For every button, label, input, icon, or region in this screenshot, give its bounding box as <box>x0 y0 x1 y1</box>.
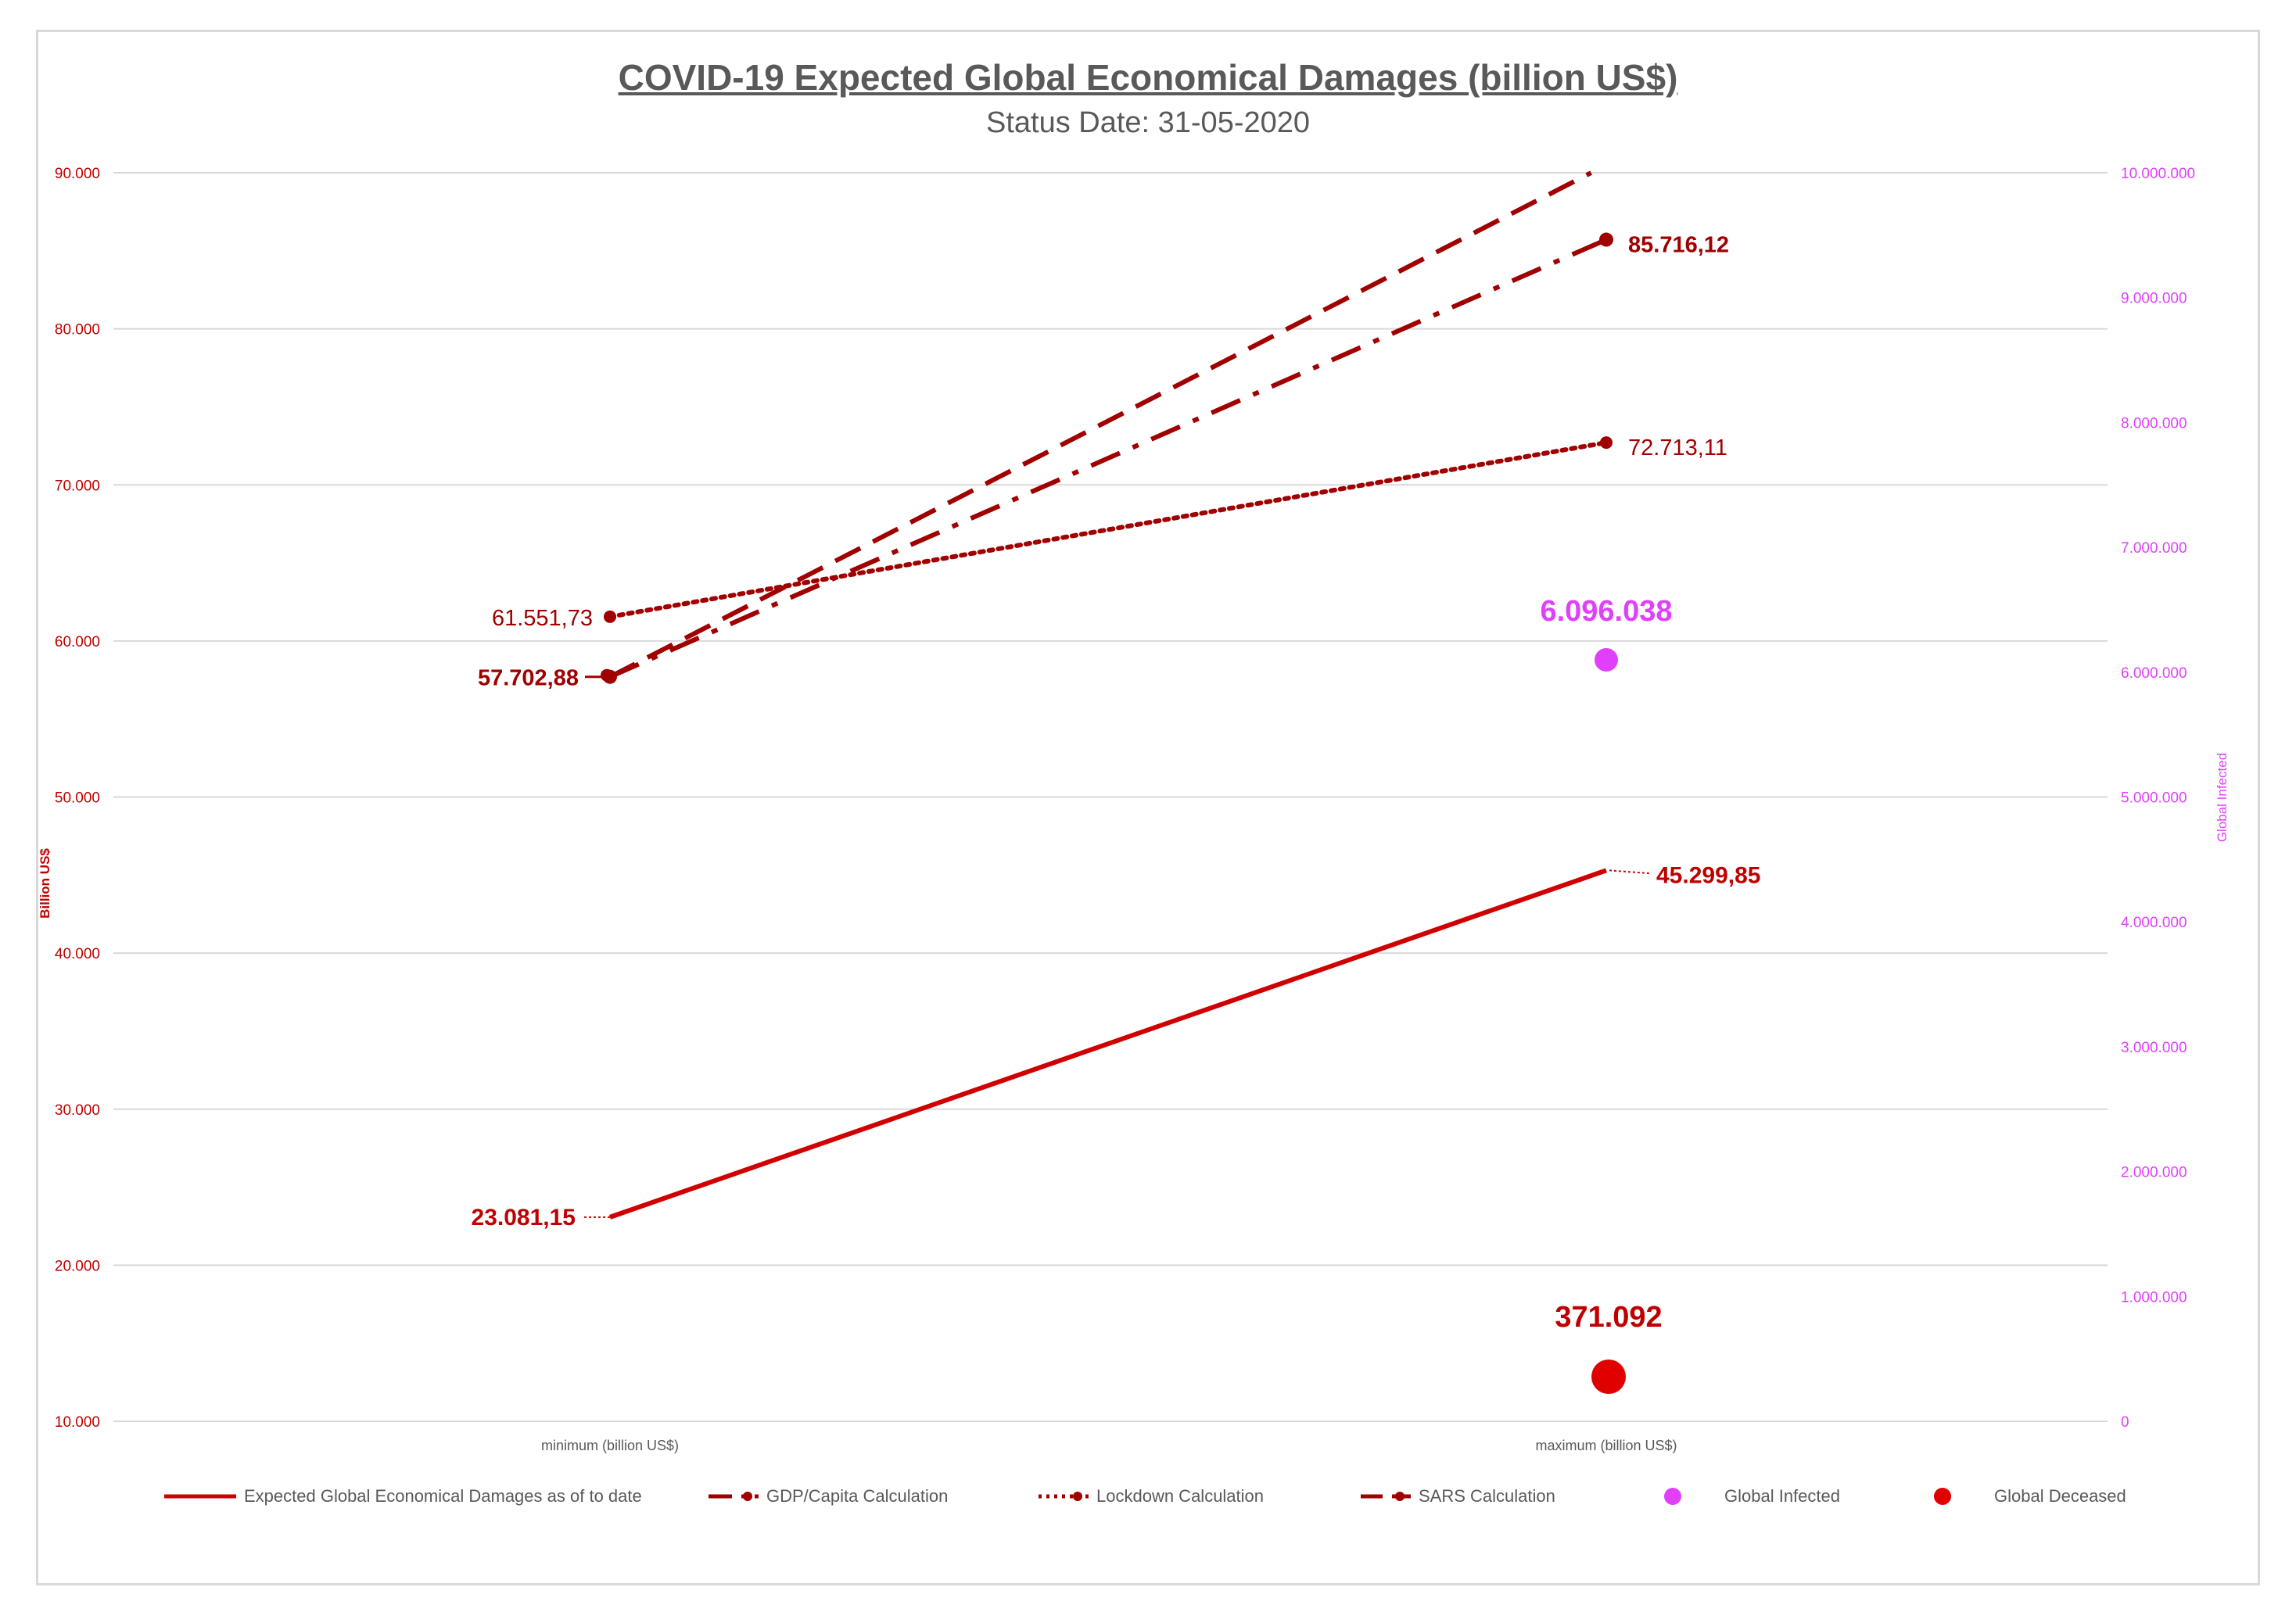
y-tick-label: 80.000 <box>55 322 100 339</box>
legend-swatch <box>709 1492 759 1501</box>
y-right-tick-label: 9.000.000 <box>2121 291 2187 307</box>
y-tick-label: 50.000 <box>55 790 100 807</box>
y-tick-label: 10.000 <box>55 1414 100 1431</box>
series-line <box>608 237 1608 679</box>
y-right-tick-label: 7.000.000 <box>2121 540 2187 557</box>
x-tick-label: maximum (billion US$) <box>1535 1438 1677 1453</box>
chart-subtitle: Status Date: 31-05-2020 <box>985 106 1311 139</box>
series-line <box>608 170 1592 679</box>
global-infected-point <box>1595 648 1618 672</box>
x-tick-label: minimum (billion US$) <box>541 1438 679 1453</box>
data-point-marker <box>1599 232 1613 247</box>
y-tick-label: 40.000 <box>55 946 100 962</box>
data-label: 61.551,73 <box>492 606 593 631</box>
legend-label: Lockdown Calculation <box>1096 1486 1265 1506</box>
legend-item: Global Infected <box>1662 1479 1840 1514</box>
series-line <box>609 868 1607 1220</box>
y-right-tick-label: 5.000.000 <box>2121 790 2187 807</box>
chart-frame <box>36 30 2260 1585</box>
legend: Expected Global Economical Damages as of… <box>0 1479 2296 1514</box>
y-right-tick-label: 6.000.000 <box>2121 665 2187 682</box>
legend-swatch <box>164 1494 236 1499</box>
data-point-marker <box>1600 436 1613 450</box>
legend-item: Expected Global Economical Damages as of… <box>164 1479 642 1514</box>
data-point-marker <box>601 668 613 682</box>
legend-label: GDP/Capita Calculation <box>766 1486 949 1506</box>
data-label: 85.716,12 <box>1628 233 1729 258</box>
series-line <box>608 440 1609 619</box>
y-right-tick-label: 8.000.000 <box>2121 415 2187 432</box>
legend-swatch <box>1361 1492 1411 1501</box>
legend-label: Expected Global Economical Damages as of… <box>244 1486 642 1506</box>
data-label: 57.702,88 <box>478 666 579 691</box>
y-tick-label: 60.000 <box>55 634 100 650</box>
data-label-leader <box>1609 869 1652 875</box>
data-label: 371.092 <box>1555 1301 1662 1334</box>
data-label: 45.299,85 <box>1656 862 1760 888</box>
data-label: 23.081,15 <box>472 1205 576 1231</box>
y-right-tick-label: 3.000.000 <box>2121 1040 2187 1056</box>
legend-swatch <box>1039 1492 1089 1501</box>
y-tick-label: 70.000 <box>55 478 100 494</box>
y-right-tick-label: 10.000.000 <box>2121 166 2195 182</box>
legend-item: SARS Calculation <box>1361 1479 1555 1514</box>
data-point-marker <box>604 610 616 623</box>
global-deceased-point <box>1591 1360 1626 1394</box>
legend-item: Lockdown Calculation <box>1039 1479 1264 1514</box>
chart-title: COVID-19 Expected Global Economical Dama… <box>618 57 1678 98</box>
legend-label: Global Deceased <box>1994 1486 2126 1506</box>
y-right-tick-label: 1.000.000 <box>2121 1289 2187 1306</box>
legend-item: GDP/Capita Calculation <box>709 1479 948 1514</box>
legend-label: SARS Calculation <box>1419 1486 1555 1506</box>
legend-item: Global Deceased <box>1932 1479 2126 1514</box>
y-right-tick-label: 2.000.000 <box>2121 1165 2187 1181</box>
y-right-tick-label: 4.000.000 <box>2121 915 2187 931</box>
legend-swatch <box>1934 1488 1951 1505</box>
data-label: 6.096.038 <box>1540 595 1672 628</box>
data-label: 72.713,11 <box>1628 435 1727 460</box>
legend-label: Global Infected <box>1724 1486 1840 1506</box>
y-tick-label: 90.000 <box>55 166 100 182</box>
y-tick-label: 20.000 <box>55 1258 100 1274</box>
legend-swatch <box>1664 1488 1681 1505</box>
y-tick-label: 30.000 <box>55 1102 100 1119</box>
y-right-tick-label: 0 <box>2121 1414 2129 1431</box>
